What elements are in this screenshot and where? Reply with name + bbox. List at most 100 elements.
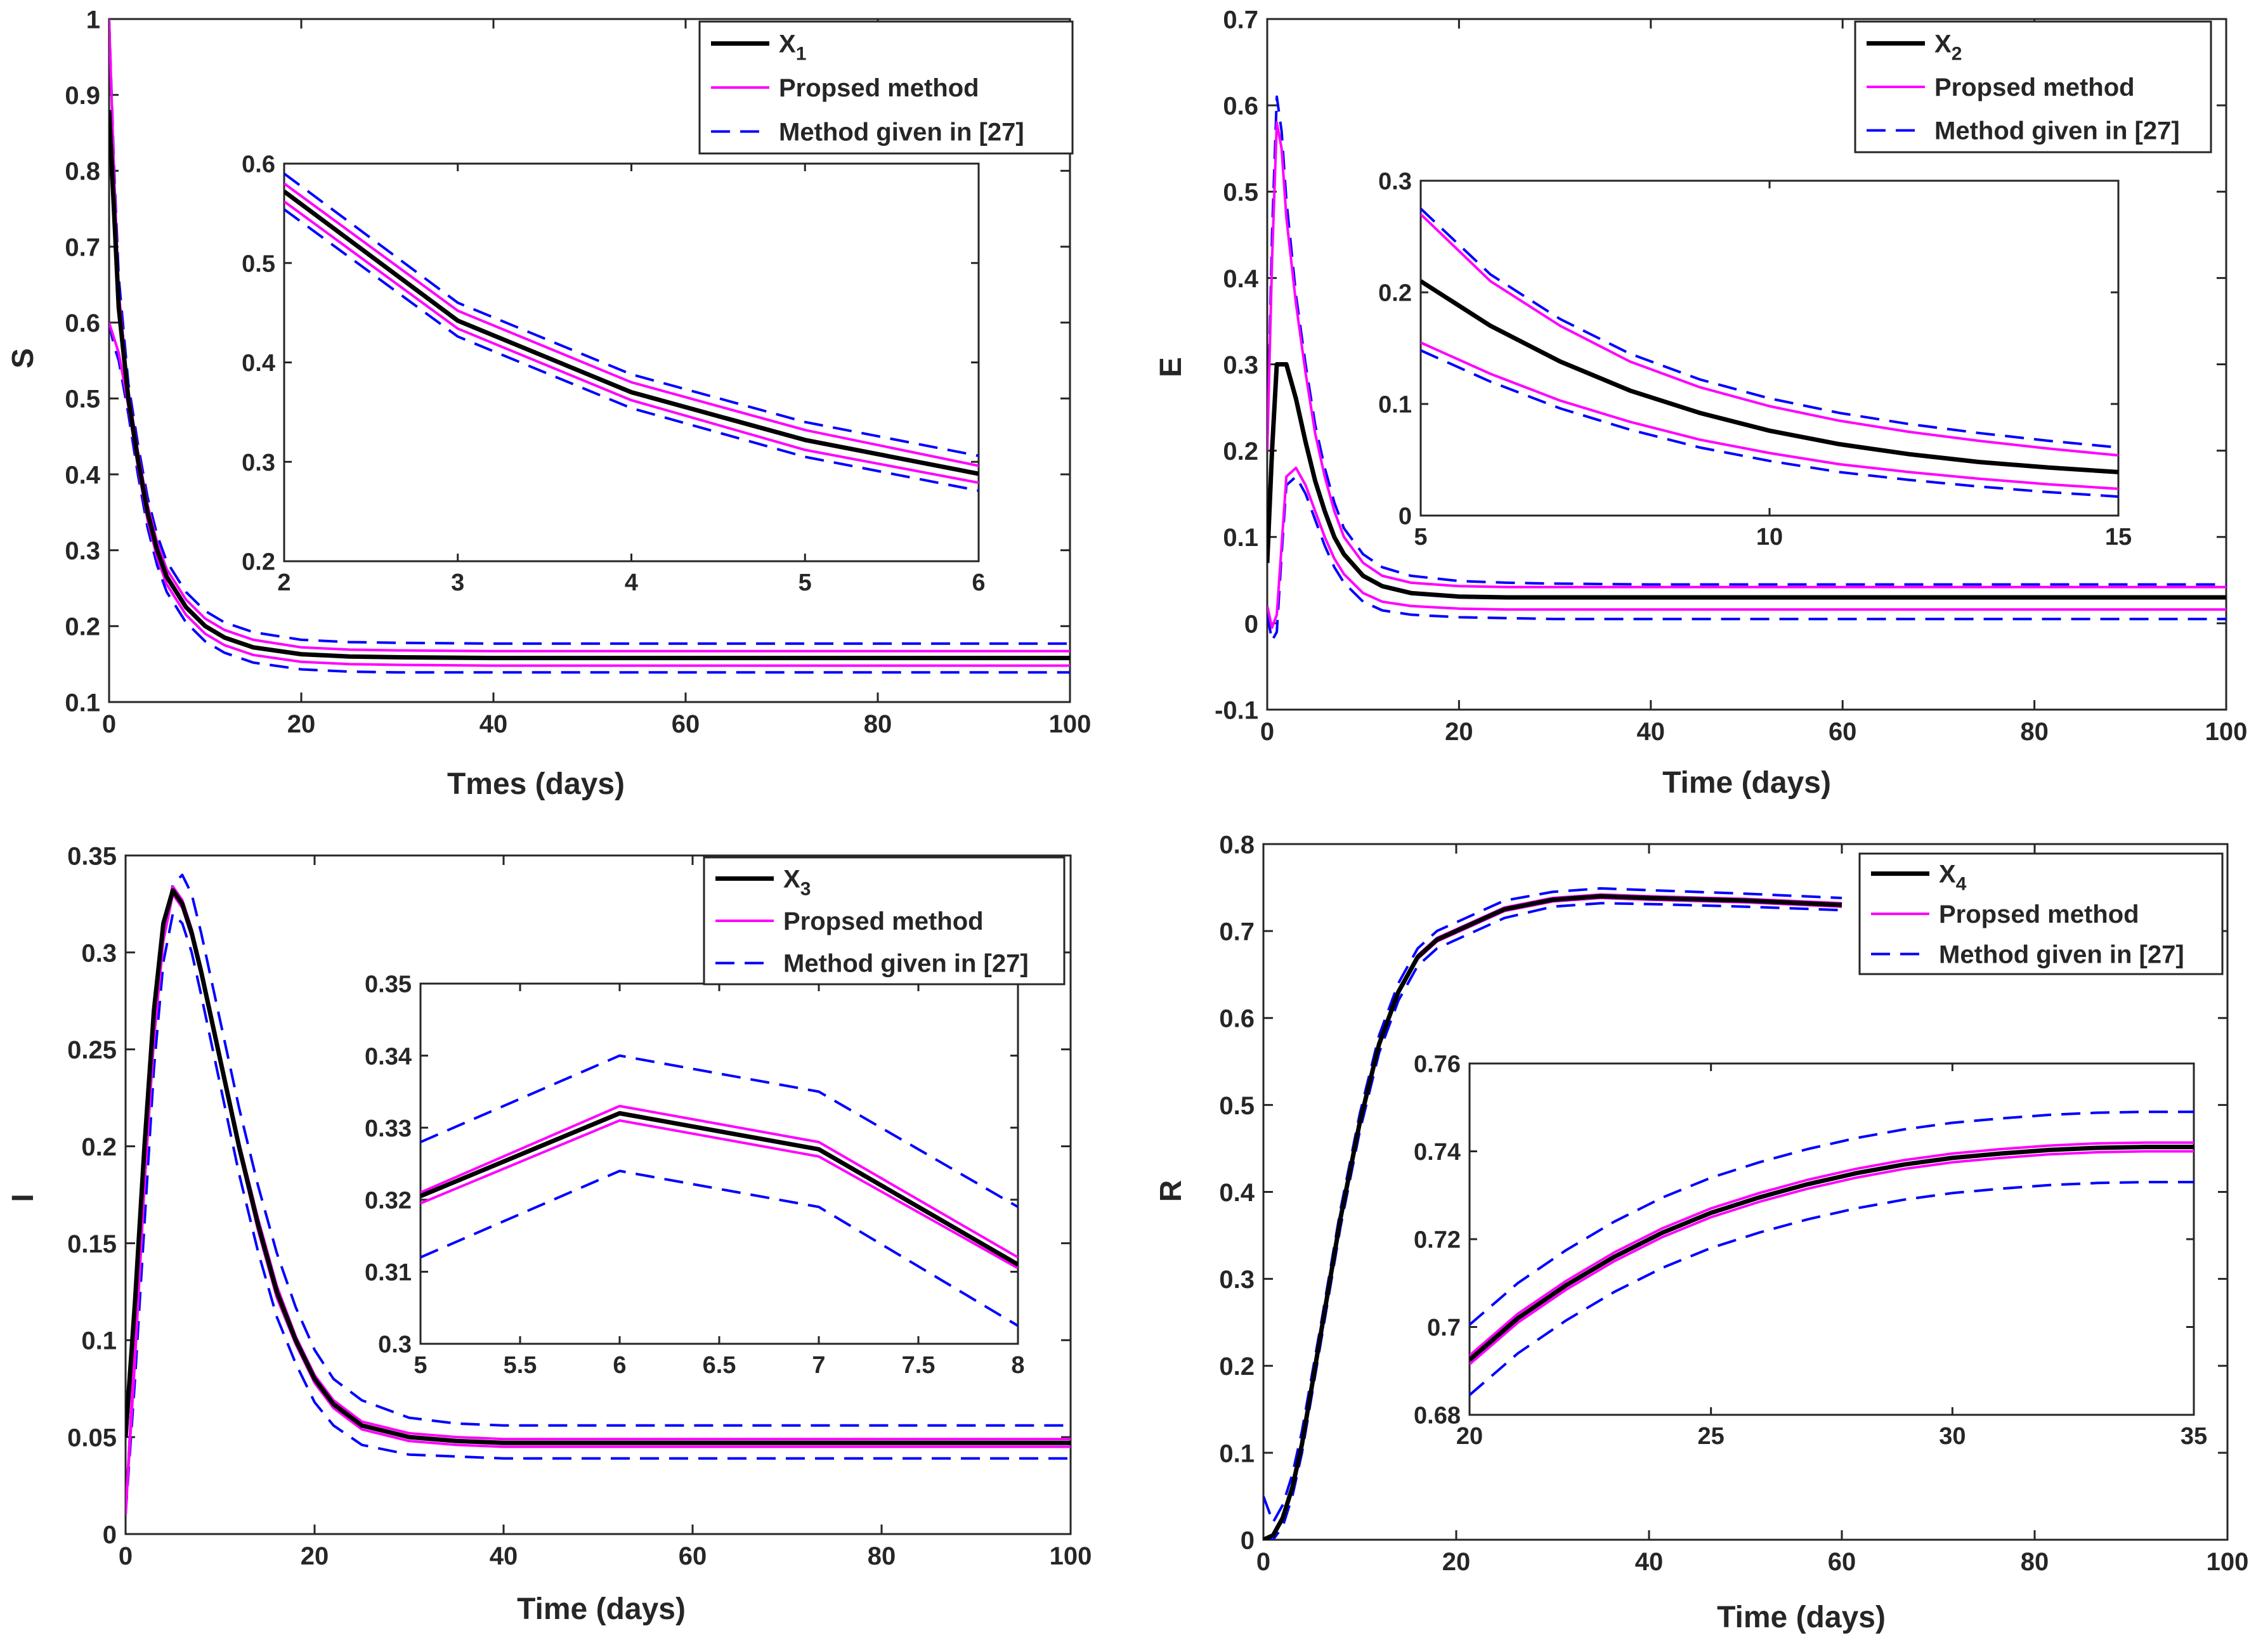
chart-I-legend-subscript: 3 [800,878,811,899]
chart-S-xtick-label: 80 [864,710,892,738]
chart-E-legend-label-1: Propsed method [1934,74,2135,101]
chart-R-inset-series-line-blue-4 [1470,1181,2194,1396]
chart-I-legend-label-2: Method given in [27] [783,950,1029,978]
chart-S-inset-series-line-blue-4 [284,208,979,492]
chart-I-inset-xtick-label: 7 [812,1352,825,1379]
chart-I-series-line-blue-3 [126,873,1071,1515]
chart-E-legend-label-2: Method given in [27] [1934,117,2180,145]
chart-S-legend-label-1: Propsed method [779,74,979,102]
chart-R-inset-ytick-label: 0.68 [1414,1403,1461,1429]
chart-R-xtick-label: 100 [2207,1548,2249,1576]
chart-S-inset-series-line-magenta-2 [284,200,979,485]
chart-I-ytick-label: 0.15 [67,1230,117,1258]
chart-S-inset-ytick-label: 0.6 [242,152,275,178]
chart-S-inset-ytick-label: 0.4 [242,350,275,377]
chart-R-xlabel: Time (days) [1717,1601,1886,1634]
chart-S-inset-ytick-label: 0.3 [242,450,275,476]
chart-R-xtick-label: 80 [2021,1548,2049,1576]
chart-I-ytick-label: 0.1 [81,1327,117,1355]
chart-S-ytick-label: 0.5 [65,386,100,413]
chart-E-inset-xtick-label: 10 [1756,524,1783,550]
chart-E-inset-xtick-label: 5 [1414,524,1427,550]
chart-I-inset-ytick-label: 0.34 [365,1043,412,1070]
chart-S-legend-subscript: 1 [796,44,807,65]
chart-I-series-group [126,873,1071,1515]
chart-I-legend-label-1: Propsed method [783,907,984,935]
chart-R-inset-series-line-black-0 [1470,1145,2194,1362]
chart-S-ytick-label: 0.7 [65,233,100,261]
chart-E-inset-ytick-label: 0.2 [1378,280,1412,307]
chart-E-inset-ytick-label: 0.3 [1378,169,1412,195]
chart-R-series-line-black-0 [1263,894,1842,1540]
chart-I-inset-xtick-label: 7.5 [902,1352,936,1379]
chart-R-ytick-label: 0.6 [1219,1005,1255,1033]
chart-I-inset-series-group [421,1054,1018,1327]
chart-R-ytick-label: 0.1 [1219,1440,1255,1467]
chart-S-ytick-label: 0.4 [65,461,100,489]
chart-E-ytick-label: 0.4 [1223,265,1258,293]
chart-S-xtick-label: 100 [1049,710,1092,738]
chart-E-inset-series-line-blue-3 [1421,207,2118,449]
chart-S: 0 20 40 60 80 100 0.1 0.2 0.3 0.4 0.5 0.6 0.7 0.8 0.9 1… [6,6,1091,801]
chart-S-inset-series-line-black-0 [284,190,979,476]
chart-E-series-group [1267,95,2226,642]
chart-R-ytick-label: 0.4 [1219,1179,1255,1207]
chart-E-ytick-label: 0.1 [1223,524,1258,552]
chart-R-ytick-label: 0.2 [1219,1353,1255,1381]
chart-I-inset-series-line-blue-3 [421,1054,1018,1208]
chart-R-ytick-label: 0.3 [1219,1266,1255,1294]
chart-I-inset-axes-box [419,982,1019,1345]
chart-I-ylabel: I [6,1193,40,1202]
chart-I-xtick-label: 80 [868,1542,896,1570]
chart-S-ytick-label: 0.1 [65,689,100,717]
chart-R-ytick-label: 0.7 [1219,918,1255,946]
chart-S-inset-xtick-label: 6 [972,569,985,596]
chart-I-xtick-label: 60 [679,1542,707,1570]
chart-I-xtick-label: 0 [119,1542,133,1570]
chart-E-inset-xtick-label: 15 [2105,524,2132,550]
chart-S-inset-xtick-label: 5 [799,569,812,596]
chart-S-inset: 2 3 4 5 6 0.2 0.3 0.4 0.5 0.6 [242,152,985,596]
chart-S-ylabel: S [6,348,40,368]
chart-I-series-line-black-0 [126,888,1071,1445]
chart-I: 0 20 40 60 80 10000.050.10.150.20.250.30.35Ti… [6,842,1092,1626]
chart-I-inset: 5 5.5 6 6.5 7 7.5 8 0.3 0.31 0.32 0.33 0.34 0.35 [365,972,1025,1379]
chart-R-ytick-label: 0.5 [1219,1092,1255,1120]
chart-S-ytick-label: 0.6 [65,309,100,337]
chart-I-inset-xtick-label: 8 [1011,1352,1024,1379]
chart-I-inset-series-line-magenta-2 [421,1119,1018,1270]
chart-R-inset-series-line-blue-3 [1470,1110,2194,1326]
chart-R-inset-xtick-label: 25 [1698,1423,1725,1450]
chart-S-series-group [109,19,1070,674]
chart-E-inset-series-line-blue-4 [1421,349,2118,498]
chart-E-inset-ytick-label: 0 [1399,504,1412,530]
chart-E-inset-ytick-label: 0.1 [1378,392,1412,419]
chart-I-ytick-label: 0.35 [67,842,117,870]
chart-E-ytick-label: 0.6 [1223,93,1258,120]
chart-R-inset-series-line-magenta-2 [1470,1150,2194,1365]
chart-E-xtick-label: 60 [1829,718,1857,746]
chart-I-xlabel: Time (days) [517,1592,686,1626]
chart-E-ylabel: E [1154,357,1188,377]
chart-S-inset-series-line-magenta-1 [284,182,979,467]
chart-R-inset-axes-box [1468,1062,2195,1416]
chart-I-inset-ytick-label: 0.35 [365,972,412,998]
chart-I-ytick-label: 0.05 [67,1424,117,1452]
chart-I-inset-series-line-black-0 [421,1111,1018,1267]
chart-E-ytick-label: -0.1 [1215,696,1258,724]
chart-S-inset-series-group [284,172,979,492]
chart-I-xtick-label: 100 [1050,1542,1092,1570]
chart-S-ytick-label: 1 [86,6,100,34]
chart-E-ytick-label: 0.7 [1223,6,1258,34]
chart-S-xtick-label: 0 [102,710,116,738]
chart-R-legend-subscript: 4 [1956,874,1967,895]
chart-S-ytick-label: 0.2 [65,613,100,641]
chart-R-ylabel: R [1154,1180,1188,1202]
chart-S-inset-xtick-label: 2 [277,569,290,596]
chart-I-inset-xtick-label: 5.5 [504,1352,537,1379]
chart-E-xtick-label: 100 [2205,718,2248,746]
chart-E-inset-series-group [1421,207,2118,498]
